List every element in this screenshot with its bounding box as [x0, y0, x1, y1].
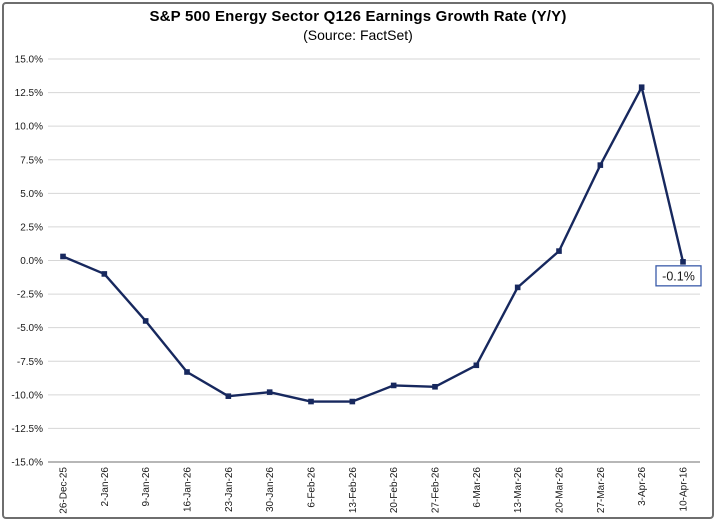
data-point-marker — [349, 398, 356, 405]
x-axis-tick-label: 20-Mar-26 — [555, 467, 566, 514]
y-axis-tick-label: -12.5% — [11, 424, 43, 435]
data-point-marker — [101, 271, 108, 277]
x-axis-tick-label: 10-Apr-16 — [679, 467, 690, 512]
data-point-marker — [266, 389, 273, 395]
data-point-marker — [60, 253, 66, 260]
y-axis-tick-label: -2.5% — [17, 290, 43, 301]
data-point-marker — [597, 162, 604, 168]
data-point-marker — [514, 284, 521, 291]
data-line — [61, 86, 685, 403]
y-axis-tick-label: 0.0% — [20, 256, 43, 267]
y-axis-tick-label: -5.0% — [17, 323, 43, 334]
data-point-marker — [473, 362, 480, 369]
y-axis-tick-label: 7.5% — [20, 155, 43, 166]
y-axis-tick-label: 15.0% — [15, 55, 43, 66]
data-point-marker — [142, 318, 149, 324]
x-axis-tick-label: 20-Feb-26 — [389, 467, 400, 514]
x-axis-tick-label: 30-Jan-26 — [265, 467, 276, 512]
chart-subtitle: (Source: FactSet) — [303, 27, 413, 43]
x-axis-tick-label: 27-Mar-26 — [596, 467, 607, 514]
data-label-text: -0.1% — [662, 269, 695, 283]
y-axis-tick-label: 10.0% — [15, 122, 43, 133]
x-axis-tick-label: 23-Jan-26 — [224, 467, 235, 512]
y-axis-tick-label: -15.0% — [11, 458, 43, 469]
data-point-marker — [638, 84, 645, 91]
data-point-marker — [390, 382, 397, 389]
x-axis-tick-label: 6-Mar-26 — [472, 467, 483, 508]
data-label-box — [655, 265, 702, 287]
y-axis-tick-label: -7.5% — [17, 357, 43, 368]
y-axis-tick-label: -10.0% — [11, 390, 43, 401]
x-axis-tick-label: 9-Jan-26 — [141, 467, 152, 507]
data-point-marker — [184, 369, 190, 375]
y-axis-tick-label: 12.5% — [15, 88, 43, 99]
x-axis-tick-label: 2-Jan-26 — [100, 467, 111, 507]
x-axis-tick-label: 13-Feb-26 — [348, 467, 359, 514]
x-axis-tick-label: 26-Dec-25 — [59, 467, 70, 514]
data-point-marker — [225, 393, 232, 399]
y-axis-tick-label: 2.5% — [20, 222, 43, 233]
x-axis-tick-label: 13-Mar-26 — [513, 467, 524, 514]
chart-title: S&P 500 Energy Sector Q126 Earnings Grow… — [149, 8, 567, 25]
x-axis-tick-label: 27-Feb-26 — [431, 467, 442, 514]
x-axis-tick-label: 6-Feb-26 — [307, 467, 318, 508]
x-axis-tick-label: 3-Apr-26 — [637, 467, 648, 506]
y-axis-tick-label: 5.0% — [20, 189, 43, 200]
data-point-marker — [680, 259, 686, 265]
data-point-marker — [556, 248, 562, 254]
x-axis-tick-label: 16-Jan-26 — [183, 467, 194, 512]
data-point-marker — [432, 383, 438, 390]
data-point-marker — [308, 398, 314, 405]
